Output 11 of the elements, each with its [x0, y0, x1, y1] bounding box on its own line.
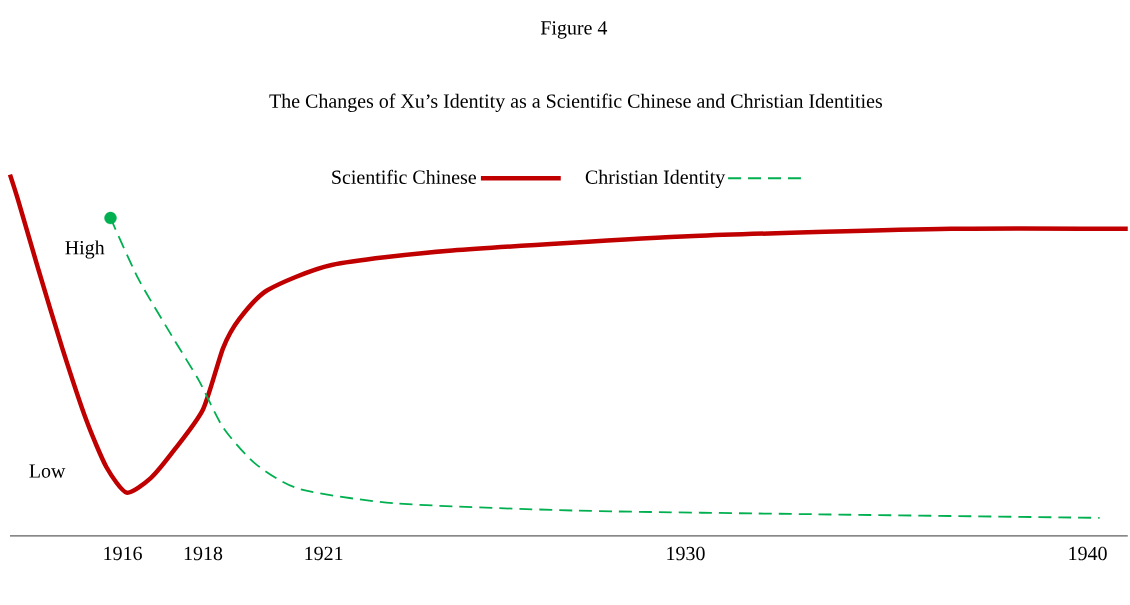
chart-subtitle: The Changes of Xu’s Identity as a Scientific Chinese and Christian Identities — [269, 93, 883, 113]
annotation: High — [65, 240, 105, 259]
x-tick-label: 1916 — [104, 546, 142, 561]
annotation: Low — [29, 464, 66, 478]
x-tick-label: 1940 — [1069, 546, 1107, 561]
legend-label: Christian Identity — [585, 169, 726, 189]
x-tick-label: 1921 — [305, 546, 343, 561]
x-tick-label: 1918 — [184, 546, 223, 561]
legend-label: Scientific Chinese — [332, 169, 476, 185]
chart-title: Figure 4 — [540, 21, 608, 39]
x-tick-label: 1930 — [667, 546, 705, 561]
